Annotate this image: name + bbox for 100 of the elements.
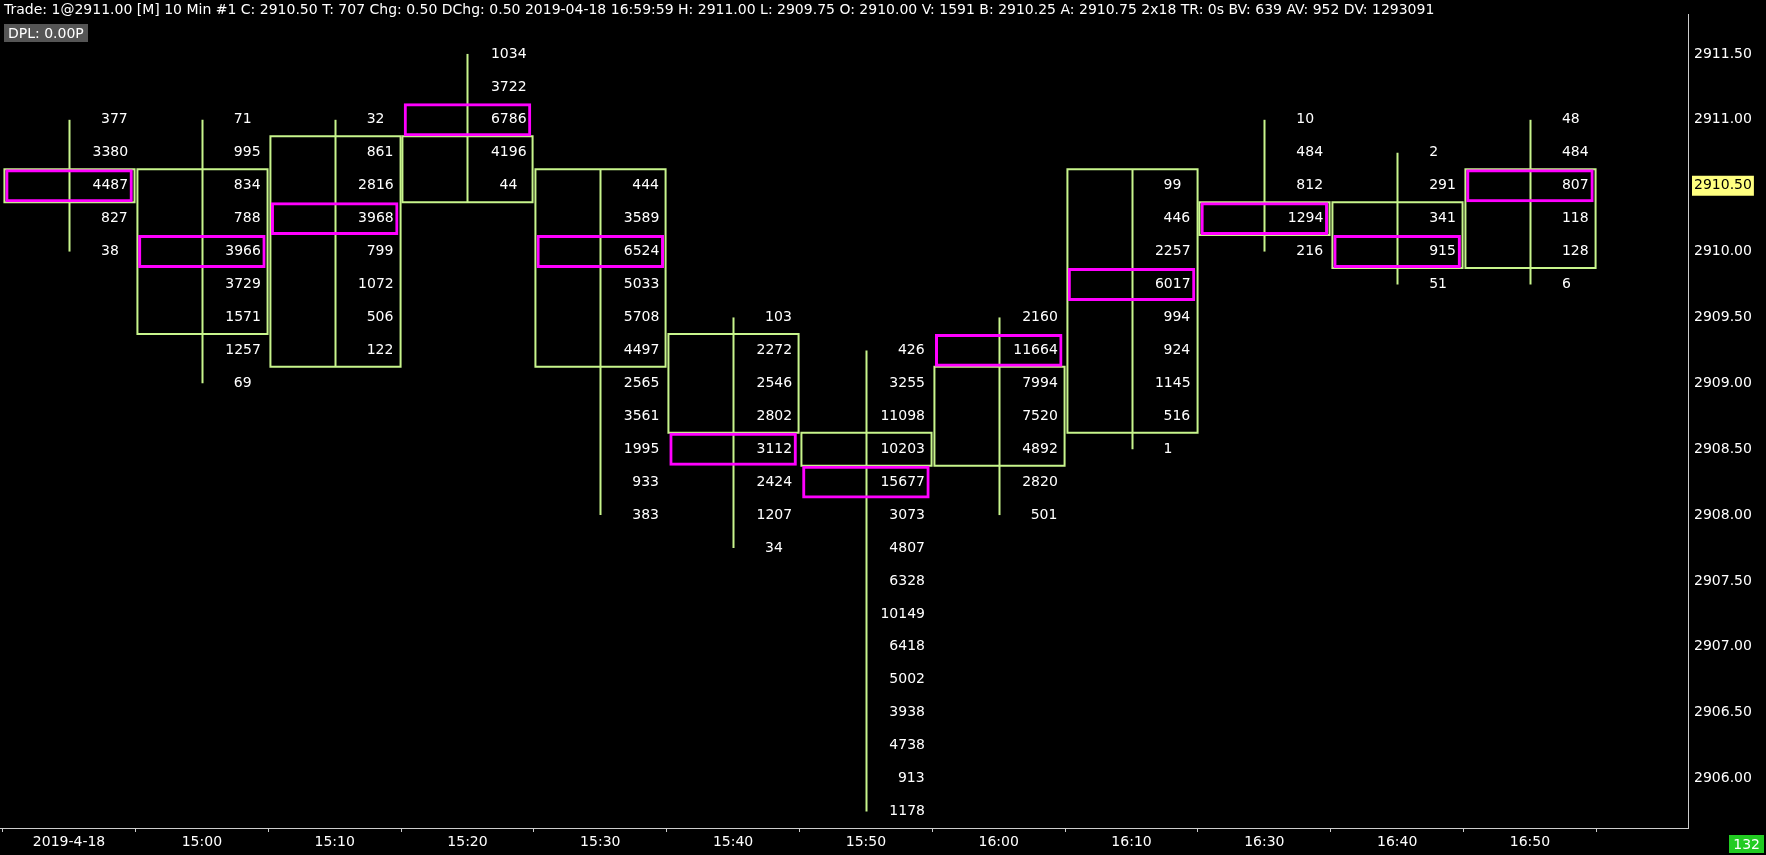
annotation: 38 — [101, 242, 119, 259]
annotation: 5033 — [623, 275, 660, 292]
annotation: 1995 — [623, 439, 660, 456]
annotation: 2160 — [1022, 308, 1058, 325]
y-tick-label: 2906.00 — [1694, 769, 1752, 786]
x-tick-label: 15:00 — [181, 833, 223, 850]
annotation: 32 — [366, 110, 385, 127]
annotation: 383 — [632, 505, 660, 522]
annotation: 4196 — [490, 143, 527, 160]
annotation: 122 — [366, 341, 394, 358]
annotation: DPL: 0.00P — [4, 24, 88, 42]
y-tick-label: 2907.50 — [1694, 571, 1752, 588]
annotation: 2802 — [756, 406, 793, 423]
y-tick-label: 2910.00 — [1694, 242, 1752, 259]
annotation: 5002 — [889, 670, 925, 687]
annotation: 426 — [897, 341, 925, 358]
text: 132 — [1729, 835, 1764, 853]
annotation: 913 — [897, 769, 925, 786]
x-tick-label: 16:50 — [1509, 833, 1551, 850]
annotation: 3729 — [225, 275, 261, 292]
annotation: 446 — [1163, 209, 1191, 226]
annotation: 103 — [765, 308, 792, 325]
annotation: 15677 — [880, 472, 925, 489]
annotation: 915 — [1429, 242, 1456, 259]
annotation: 3112 — [756, 439, 793, 456]
annotation: 4892 — [1022, 439, 1058, 456]
annotation: 11664 — [1013, 341, 1058, 358]
annotation: 6328 — [889, 571, 925, 588]
annotation: 812 — [1296, 176, 1324, 193]
annotation: 44 — [499, 176, 518, 193]
annotation: 2 — [1429, 143, 1439, 160]
annotation: 1178 — [889, 802, 925, 819]
y-tick-label: 2908.00 — [1694, 505, 1752, 522]
x-tick-label: 15:40 — [712, 833, 754, 850]
annotation: 995 — [233, 143, 261, 160]
x-tick-label: 2019-4-18 — [32, 833, 106, 850]
x-tick-label: 16:40 — [1376, 833, 1418, 850]
annotation: 10149 — [880, 604, 925, 621]
annotation: 1571 — [225, 308, 261, 325]
annotation: 933 — [632, 472, 660, 489]
annotation: 2424 — [756, 472, 793, 489]
annotation: 2257 — [1154, 242, 1191, 259]
annotation: 807 — [1561, 176, 1589, 193]
annotation: 4487 — [92, 176, 129, 193]
annotation: 2820 — [1022, 472, 1058, 489]
annotation: 3380 — [92, 143, 129, 160]
x-tick-label: 15:20 — [447, 833, 488, 850]
annotation: 2816 — [358, 176, 394, 193]
annotation: 6017 — [1154, 275, 1191, 292]
annotation: 341 — [1429, 209, 1456, 226]
annotation: 11098 — [880, 406, 925, 423]
y-tick-label: 2906.50 — [1694, 703, 1752, 720]
annotation: 118 — [1561, 209, 1589, 226]
x-tick-label: 16:30 — [1244, 833, 1285, 850]
y-tick-label: 2911.50 — [1694, 44, 1752, 61]
annotation: 484 — [1561, 143, 1589, 160]
annotation: 1207 — [756, 505, 793, 522]
annotation: 506 — [366, 308, 394, 325]
annotation: 827 — [101, 209, 128, 226]
annotation: 2272 — [756, 341, 793, 358]
annotation: 3561 — [623, 406, 660, 423]
annotation: 484 — [1296, 143, 1324, 160]
annotation: 3073 — [889, 505, 925, 522]
annotation: 4738 — [889, 736, 925, 753]
annotation: 216 — [1296, 242, 1324, 259]
annotation: 861 — [366, 143, 394, 160]
x-tick-label: 16:10 — [1111, 833, 1152, 850]
annotation: 4807 — [889, 538, 925, 555]
annotation: 3722 — [490, 77, 527, 94]
y-tick-label: 2908.50 — [1694, 439, 1752, 456]
y-tick-label: 2911.00 — [1694, 110, 1752, 127]
annotation: 5708 — [623, 308, 660, 325]
annotation: 3589 — [623, 209, 660, 226]
annotation: 1294 — [1287, 209, 1324, 226]
annotation: 10203 — [880, 439, 925, 456]
annotation: 291 — [1429, 176, 1456, 193]
annotation: 10 — [1296, 110, 1315, 127]
annotation: 501 — [1030, 505, 1058, 522]
annotation: 7994 — [1022, 373, 1058, 390]
x-tick-label: 15:10 — [314, 833, 355, 850]
annotation: 444 — [632, 176, 660, 193]
annotation: 34 — [765, 538, 783, 555]
annotation: 1257 — [225, 341, 261, 358]
x-tick-label: 15:50 — [845, 833, 887, 850]
annotation: 924 — [1163, 341, 1191, 358]
annotation: 1145 — [1154, 373, 1191, 390]
annotation: 99 — [1163, 176, 1182, 193]
annotation: 834 — [233, 176, 261, 193]
annotation: 1 — [1163, 439, 1173, 456]
annotation: 799 — [366, 242, 394, 259]
annotation: 3255 — [889, 373, 925, 390]
chart-title: Trade: 1@2911.00 [M] 10 Min #1 C: 2910.50 T: 707 Chg: 0.50 DChg: 0.50 2019-04-18 16:59:59 H: 2911.00 L: 2909.75 O: 2910.00 V: 1591 B: 2910.25 A: 2910.75 2x18 TR: 0s BV: 639 AV: 952 DV: 1293091 — [4, 1, 1435, 17]
x-tick-label: 16:00 — [978, 833, 1019, 850]
annotation: 3938 — [889, 703, 925, 720]
annotation: 516 — [1163, 406, 1191, 423]
annotation: 4497 — [623, 341, 660, 358]
annotation: 6786 — [490, 110, 527, 127]
annotation: 3968 — [358, 209, 394, 226]
y-tick-label: 2909.00 — [1694, 373, 1752, 390]
annotation: 6 — [1561, 275, 1571, 292]
